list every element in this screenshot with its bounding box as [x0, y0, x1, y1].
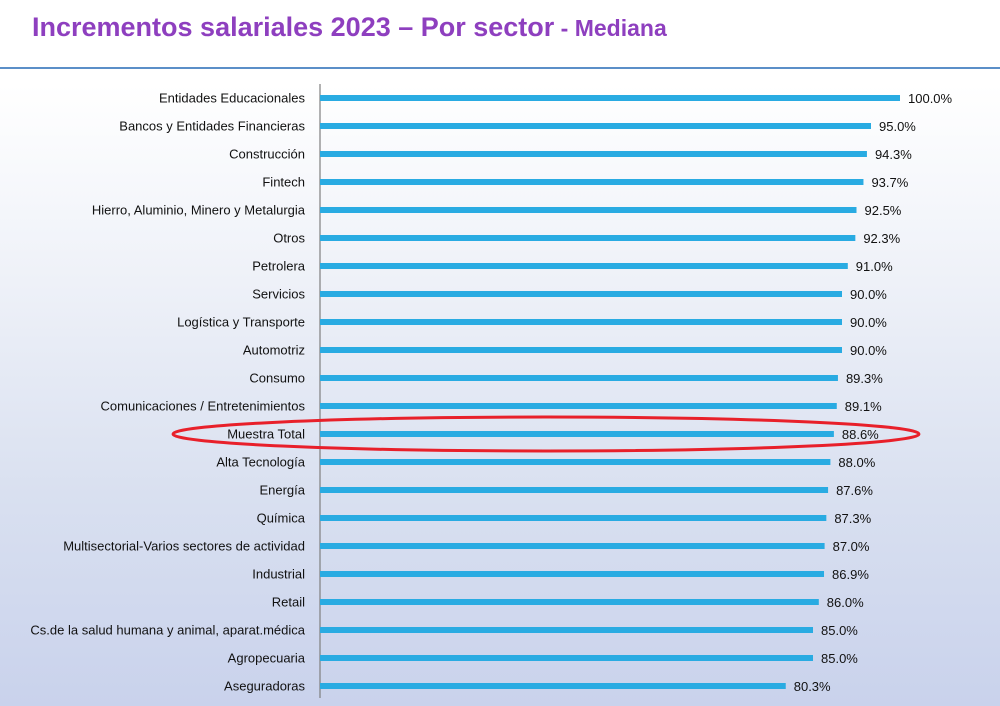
category-label: Cs.de la salud humana y animal, aparat.m… [30, 623, 305, 638]
value-label: 87.3% [834, 511, 871, 526]
category-label: Otros [273, 231, 305, 246]
category-label: Petrolera [252, 259, 306, 274]
value-label: 88.0% [838, 455, 875, 470]
bar [320, 207, 857, 213]
value-label: 89.3% [846, 371, 883, 386]
value-label: 88.6% [842, 427, 879, 442]
value-label: 89.1% [845, 399, 882, 414]
category-label: Aseguradoras [224, 679, 305, 694]
category-label: Hierro, Aluminio, Minero y Metalurgia [92, 203, 306, 218]
category-label: Entidades Educacionales [159, 91, 305, 106]
value-label: 92.3% [863, 231, 900, 246]
bar [320, 655, 813, 661]
category-label: Automotriz [243, 343, 305, 358]
category-label: Construcción [229, 147, 305, 162]
title-divider [0, 67, 1000, 69]
value-label: 85.0% [821, 623, 858, 638]
bar [320, 487, 829, 493]
value-label: 86.9% [832, 567, 869, 582]
highlight-ellipse [171, 415, 921, 453]
category-label: Bancos y Entidades Financieras [119, 119, 305, 134]
chart-subtitle: - Mediana [554, 15, 667, 41]
bar [320, 515, 827, 521]
value-label: 92.5% [865, 203, 902, 218]
category-label: Muestra Total [227, 427, 305, 442]
bar [320, 291, 842, 297]
bar [320, 151, 867, 157]
bar [320, 459, 831, 465]
category-label: Comunicaciones / Entretenimientos [101, 399, 306, 414]
bar [320, 95, 900, 101]
value-label: 90.0% [850, 287, 887, 302]
bar [320, 347, 842, 353]
value-label: 87.6% [836, 483, 873, 498]
category-label: Logística y Transporte [177, 315, 305, 330]
bar [320, 319, 842, 325]
category-label: Química [257, 511, 306, 526]
bar [320, 179, 864, 185]
bar [320, 375, 838, 381]
bar [320, 431, 834, 437]
value-label: 94.3% [875, 147, 912, 162]
value-label: 93.7% [871, 175, 908, 190]
category-label: Servicios [252, 287, 305, 302]
value-label: 90.0% [850, 315, 887, 330]
value-label: 95.0% [879, 119, 916, 134]
value-label: 91.0% [856, 259, 893, 274]
category-label: Agropecuaria [228, 651, 306, 666]
chart-title-area: Incrementos salariales 2023 – Por sector… [32, 12, 667, 52]
category-label: Fintech [262, 175, 305, 190]
category-label: Industrial [252, 567, 305, 582]
category-label: Consumo [249, 371, 305, 386]
bar [320, 599, 819, 605]
category-label: Alta Tecnología [216, 455, 305, 470]
value-label: 90.0% [850, 343, 887, 358]
bar [320, 123, 871, 129]
value-label: 86.0% [827, 595, 864, 610]
value-label: 80.3% [794, 679, 831, 694]
bar [320, 543, 825, 549]
chart-title: Incrementos salariales 2023 – Por sector [32, 12, 555, 42]
bar [320, 235, 856, 241]
bar [320, 403, 837, 409]
value-label: 100.0% [908, 91, 953, 106]
bar [320, 263, 848, 269]
bar [320, 571, 825, 577]
value-label: 87.0% [833, 539, 870, 554]
bar [320, 683, 786, 689]
category-label: Multisectorial-Varios sectores de activi… [63, 539, 305, 554]
bar [320, 627, 813, 633]
category-label: Energía [259, 483, 305, 498]
value-label: 85.0% [821, 651, 858, 666]
category-label: Retail [272, 595, 305, 610]
